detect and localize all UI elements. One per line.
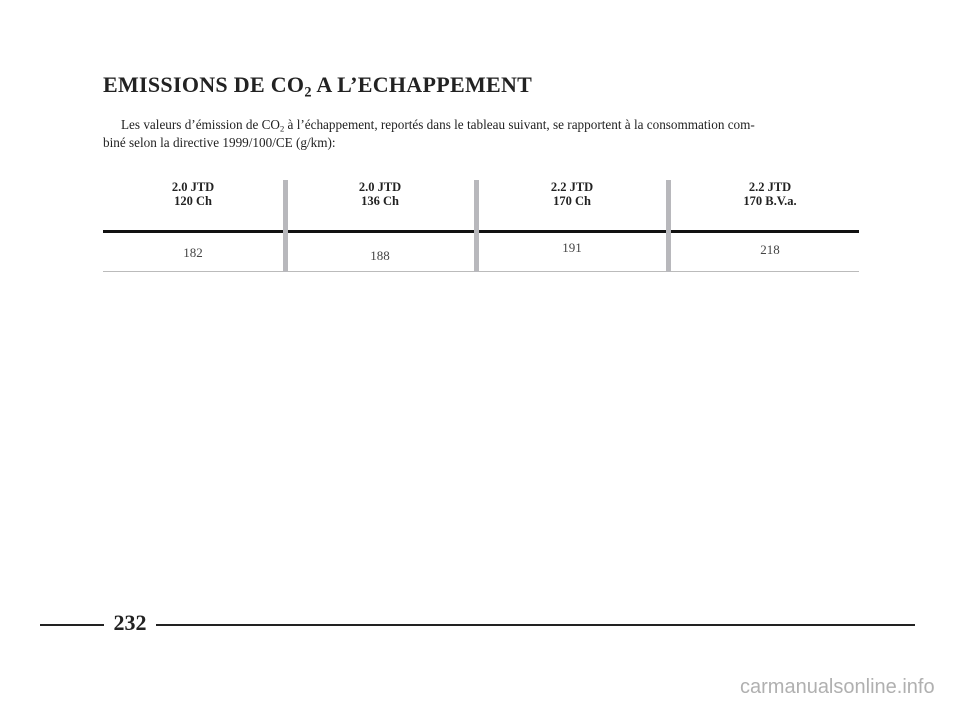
footer-rule: [156, 624, 915, 626]
intro-text: à l’échappement, reportés dans le tablea…: [284, 117, 755, 132]
value-cell: 188: [370, 248, 390, 263]
intro-line: Les valeurs d’émission de CO2 à l’échapp…: [103, 116, 859, 152]
value-cell: 182: [183, 245, 203, 260]
column-divider: [666, 180, 671, 272]
column-divider: [474, 180, 479, 272]
header-cell: 2.0 JTD 136 Ch: [290, 180, 470, 208]
bottom-rule: [103, 271, 859, 272]
value-cell: 191: [562, 240, 582, 255]
header-text: 2.0 JTD: [171, 180, 215, 194]
header-text: 170 Ch: [553, 194, 591, 208]
title-subscript: 2: [304, 84, 312, 101]
header-cell: 2.2 JTD 170 B.V.a.: [680, 180, 860, 208]
header-cell: 2.0 JTD 120 Ch: [103, 180, 283, 208]
title-text: EMISSIONS DE CO: [103, 72, 305, 97]
value-cell: 218: [760, 242, 780, 257]
header-text: 170 B.V.a.: [743, 194, 797, 208]
header-text: 2.0 JTD: [358, 180, 402, 194]
intro-text: biné selon la directive 1999/100/CE (g/k…: [103, 135, 336, 150]
title: EMISSIONS DE CO2 A L’ECHAPPEMENT: [103, 72, 533, 101]
header-text: 136 Ch: [361, 194, 399, 208]
header-cell: 2.2 JTD 170 Ch: [482, 180, 662, 208]
header-text: 2.2 JTD: [748, 180, 792, 194]
header-rule: [103, 230, 859, 233]
title-text: A L’ECHAPPEMENT: [311, 72, 533, 97]
page-number: 232: [113, 610, 147, 635]
header-text: 120 Ch: [174, 194, 212, 208]
footer-rule: [40, 624, 104, 626]
column-divider: [283, 180, 288, 272]
header-text: 2.2 JTD: [550, 180, 594, 194]
intro-subscript: 2: [279, 123, 285, 134]
intro-text: Les valeurs d’émission de CO: [121, 117, 280, 132]
intro: Les valeurs d’émission de CO2 à l’échapp…: [103, 116, 859, 152]
watermark: carmanualsonline.info: [740, 676, 935, 698]
